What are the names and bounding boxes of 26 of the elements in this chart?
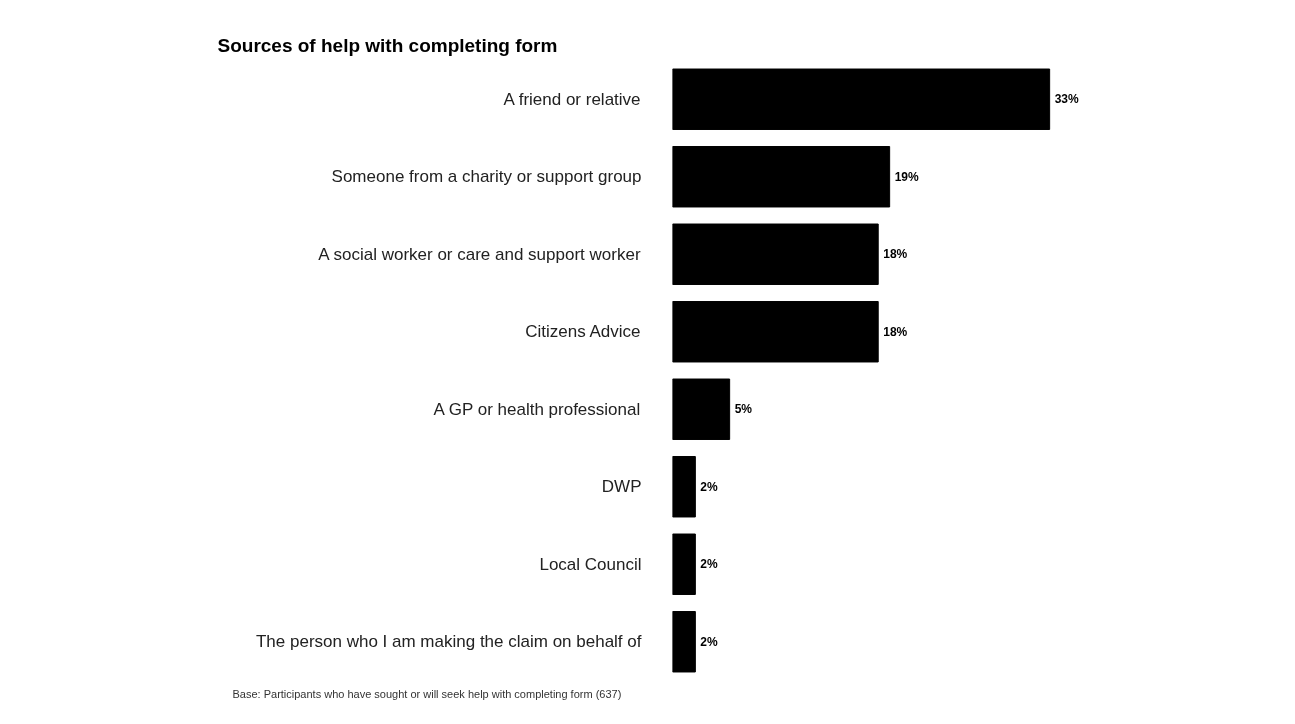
y-tick-label: DWP — [601, 477, 642, 497]
data-label: 18% — [883, 324, 908, 339]
y-tick-label: Someone from a charity or support group — [331, 167, 642, 187]
bar — [672, 533, 696, 595]
data-label: 18% — [883, 247, 908, 262]
y-tick-label: A GP or health professional — [433, 399, 641, 419]
data-label: 2% — [700, 479, 719, 494]
y-tick-label: The person who I am making the claim on behalf of — [255, 632, 642, 652]
bar — [672, 68, 1051, 130]
data-label: 2% — [700, 557, 719, 572]
bar — [672, 146, 891, 208]
data-label: 5% — [734, 402, 753, 417]
y-tick-label: Local Council — [539, 554, 642, 574]
bar — [672, 223, 879, 285]
y-tick-label: A friend or relative — [503, 89, 641, 109]
bar — [672, 301, 879, 363]
y-tick-label: A social worker or care and support worker — [318, 244, 641, 264]
text: Sources of help with completing form — [217, 34, 558, 56]
bar — [672, 378, 731, 440]
bar — [672, 611, 696, 673]
text: Base: Participants who have sought or will seek help with completing form (637) — [232, 687, 622, 700]
bar — [672, 456, 696, 518]
y-tick-label: Citizens Advice — [525, 322, 641, 342]
data-label: 19% — [894, 169, 919, 184]
data-label: 33% — [1054, 92, 1079, 107]
data-label: 2% — [700, 634, 719, 649]
